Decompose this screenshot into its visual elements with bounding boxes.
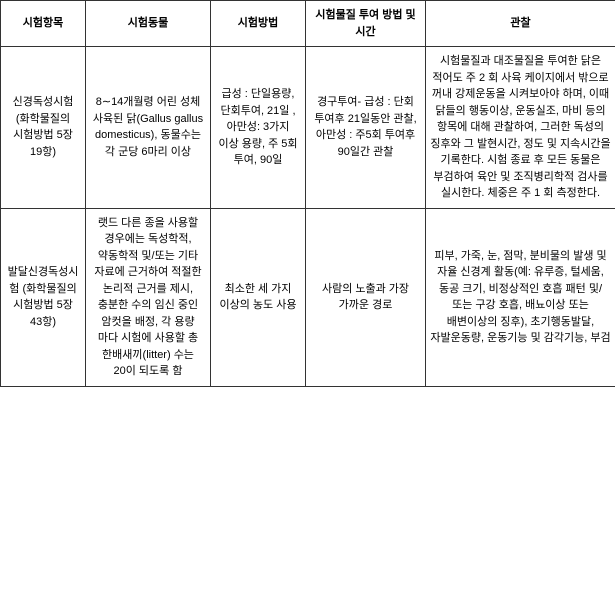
header-cell-1: 시험동물 <box>86 1 211 47</box>
cell-observation: 피부, 가죽, 눈, 점막, 분비물의 발생 및 자율 신경계 활동(예: 유루… <box>426 208 615 386</box>
table-row: 발달신경독성시험 (화학물질의 시험방법 5장 43항) 랫드 다른 종을 사용… <box>1 208 615 386</box>
spec-table: 시험항목 시험동물 시험방법 시험물질 투여 방법 및 시간 관찰 신경독성시험… <box>0 0 615 387</box>
cell-item: 신경독성시험 (화학물질의 시험방법 5장 19항) <box>1 47 86 209</box>
header-row: 시험항목 시험동물 시험방법 시험물질 투여 방법 및 시간 관찰 <box>1 1 615 47</box>
cell-animal: 랫드 다른 종을 사용할 경우에는 독성학적, 약동학적 및/또는 기타 자료에… <box>86 208 211 386</box>
header-cell-3: 시험물질 투여 방법 및 시간 <box>306 1 426 47</box>
cell-animal: 8∼14개월령 어린 성체 사육된 닭(Gallus gallus domest… <box>86 47 211 209</box>
cell-observation: 시험물질과 대조물질을 투여한 닭은 적어도 주 2 회 사육 케이지에서 밖으… <box>426 47 615 209</box>
cell-method: 급성 : 단일용량, 단회투여, 21일 , 아만성: 3가지 이상 용량, 주… <box>211 47 306 209</box>
header-cell-0: 시험항목 <box>1 1 86 47</box>
cell-admin: 경구투여- 급성 : 단회 투여후 21일동안 관찰, 아만성 : 주5회 투여… <box>306 47 426 209</box>
table-row: 신경독성시험 (화학물질의 시험방법 5장 19항) 8∼14개월령 어린 성체… <box>1 47 615 209</box>
header-cell-4: 관찰 <box>426 1 615 47</box>
cell-method: 최소한 세 가지 이상의 농도 사용 <box>211 208 306 386</box>
cell-item: 발달신경독성시험 (화학물질의 시험방법 5장 43항) <box>1 208 86 386</box>
header-cell-2: 시험방법 <box>211 1 306 47</box>
cell-admin: 사람의 노출과 가장 가까운 경로 <box>306 208 426 386</box>
